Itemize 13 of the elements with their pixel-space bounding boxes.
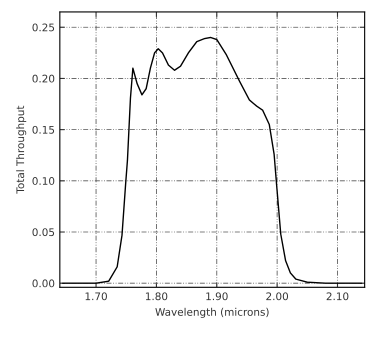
x-tick-label: 1.80 [146, 292, 168, 300]
y-tick-label: 0.05 [32, 228, 54, 236]
y-tick-label: 0.20 [32, 74, 54, 83]
y-tick-label: 0.10 [32, 177, 54, 185]
x-axis-title: Wavelength (microns) [155, 308, 269, 318]
y-tick-label: 0.00 [32, 279, 54, 288]
y-tick-label: 0.25 [32, 23, 54, 32]
x-tick-label: 1.90 [206, 292, 228, 300]
x-tick-label: 2.00 [266, 292, 288, 300]
x-tick-label: 1.70 [86, 292, 107, 300]
y-tick-label: 0.15 [32, 126, 54, 134]
y-axis-title: Total Throughput [16, 106, 26, 194]
x-tick-label: 2.10 [326, 292, 348, 300]
